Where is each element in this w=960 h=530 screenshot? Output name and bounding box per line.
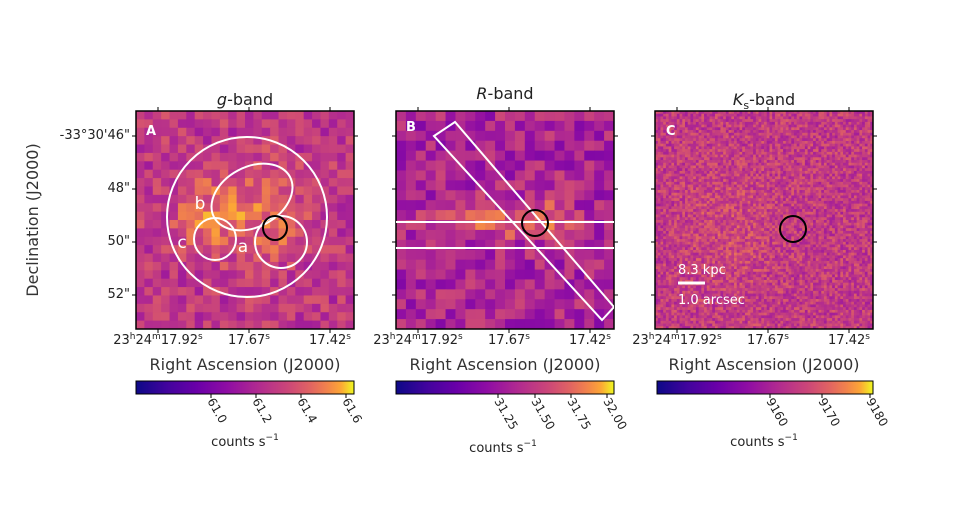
ra-tick-label: 23h24m17.92s [113, 332, 203, 348]
source-circle [779, 215, 807, 243]
colorbar-tick-label: 31.50 [528, 396, 557, 433]
ra-tick-label: 17.42s [828, 332, 870, 348]
slit-overlays [396, 120, 614, 322]
colorbar-ticks: 31.25 31.50 31.75 32.00 [491, 394, 630, 433]
source-circle [262, 215, 288, 241]
dec-tick-label: 52" [107, 287, 130, 302]
ra-tick-labels: 23h24m17.92s 17.67s 17.42s [632, 332, 870, 348]
colorbar-label: counts s−1 [730, 433, 798, 450]
colorbar-tick-label: 61.0 [204, 396, 229, 426]
x-axis-label: Right Ascension (J2000) [150, 355, 341, 374]
panel-r-band: R-band B 23h24m17.92s 17.67s 17.42s Righ… [373, 84, 629, 456]
panel-title: R-band [476, 84, 533, 103]
colorbar-tick-label: 31.25 [491, 396, 520, 433]
colorbar-tick-label: 9180 [863, 396, 890, 429]
colorbar-ticks: 61.0 61.2 61.4 61.6 [204, 394, 365, 426]
ra-tick-label: 23h24m17.92s [632, 332, 722, 348]
scalebar-kpc-label: 8.3 kpc [678, 263, 726, 278]
diagonal-slit [432, 120, 614, 322]
x-axis-label: Right Ascension (J2000) [669, 355, 860, 374]
colorbar [656, 380, 874, 395]
region-label-b: b [195, 194, 206, 214]
dec-tick-label: 48" [107, 181, 130, 196]
dec-tick-label: 50" [107, 234, 130, 249]
region-overlays [166, 136, 328, 298]
panel-letter: B [406, 120, 416, 135]
panel-letter: C [666, 124, 676, 139]
dec-tick-label: -33°30'46" [60, 128, 130, 143]
panel-g-band: g-band A b c a 23h24m17.92s 17.67s 17.42… [113, 90, 365, 450]
scalebar-arcsec-label: 1.0 arcsec [678, 293, 745, 308]
panel-title: Ks-band [733, 90, 795, 112]
colorbar-tick-label: 32.00 [600, 396, 629, 433]
image-frame [135, 110, 355, 330]
colorbar-label: counts s−1 [469, 439, 537, 456]
colorbar-ticks: 9160 9170 9180 [763, 394, 891, 429]
colorbar-tick-label: 31.75 [564, 396, 593, 433]
ra-tick-label: 17.67s [228, 332, 270, 348]
image-frame [654, 110, 874, 330]
colorbar [135, 380, 355, 395]
x-axis-label: Right Ascension (J2000) [410, 355, 601, 374]
region-label-a: a [238, 237, 248, 257]
colorbar-tick-label: 9160 [763, 396, 790, 429]
axis-ticks [132, 107, 358, 333]
axis-ticks [392, 107, 618, 333]
source-circle [521, 209, 549, 237]
image-frame [395, 110, 615, 330]
colorbar-tick-label: 9170 [815, 396, 842, 429]
colorbar [395, 380, 615, 395]
colorbar-label: counts s−1 [211, 433, 279, 450]
ra-tick-label: 17.67s [488, 332, 530, 348]
colorbar-tick-label: 61.6 [339, 396, 364, 426]
ra-tick-labels: 23h24m17.92s 17.67s 17.42s [373, 332, 611, 348]
region-label-c: c [177, 233, 186, 253]
outer-region-circle [166, 136, 328, 298]
ra-tick-label: 17.67s [747, 332, 789, 348]
axis-ticks [651, 107, 877, 333]
panel-title: g-band [217, 90, 273, 109]
ra-tick-label: 17.42s [309, 332, 351, 348]
dec-tick-labels: -33°30'46" 48" 50" 52" [60, 128, 130, 302]
colorbar-tick-label: 61.2 [249, 396, 274, 426]
panel-ks-band: Ks-band C 8.3 kpc 1.0 arcsec 23h24m17.92… [632, 90, 891, 450]
panel-letter: A [146, 124, 156, 139]
region-a-circle [254, 215, 308, 269]
colorbar-tick-label: 61.4 [294, 396, 319, 426]
ra-tick-label: 23h24m17.92s [373, 332, 463, 348]
y-axis-label: Declination (J2000) [23, 143, 42, 296]
ra-tick-label: 17.42s [569, 332, 611, 348]
region-c-circle [193, 217, 237, 261]
ks-band-image [655, 111, 873, 329]
ra-tick-labels: 23h24m17.92s 17.67s 17.42s [113, 332, 351, 348]
